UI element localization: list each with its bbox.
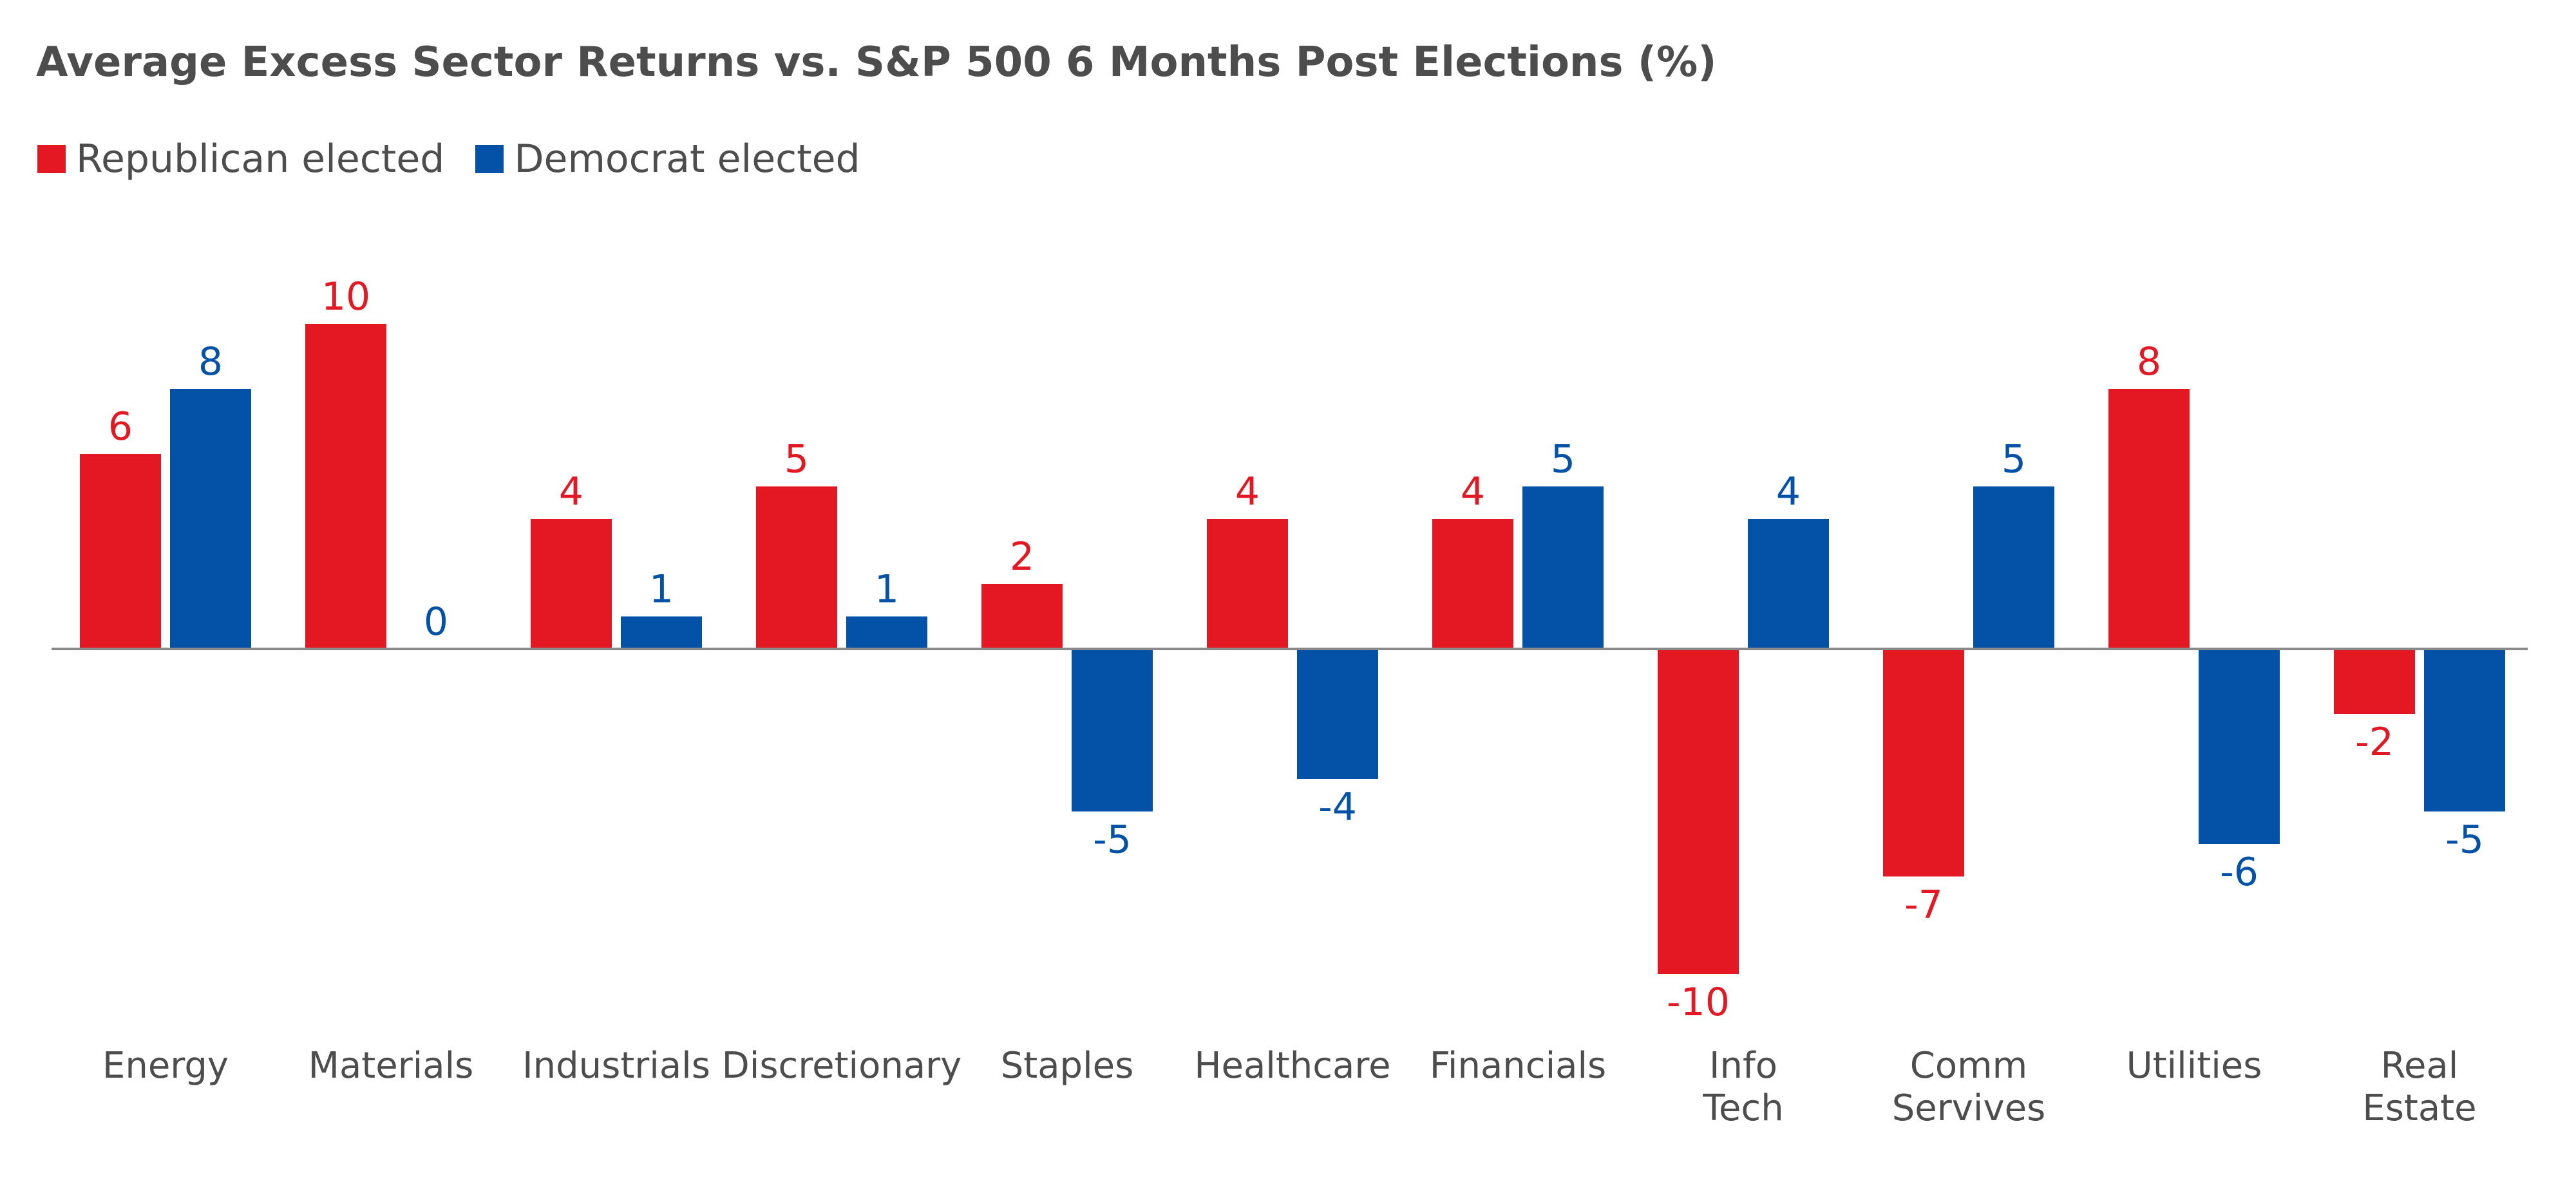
bar-republican	[1658, 649, 1739, 974]
data-label-republican: 4	[559, 469, 583, 514]
data-label-democrat: 0	[424, 599, 448, 644]
bar-republican	[2108, 389, 2190, 649]
data-label-republican: 4	[1461, 469, 1485, 514]
legend-item-democrat: Democrat elected	[475, 136, 860, 182]
category-label: Utilities	[2126, 1045, 2262, 1087]
bar-democrat	[2424, 649, 2505, 812]
data-label-democrat: -4	[1318, 785, 1357, 830]
category-label: Materials	[308, 1045, 474, 1087]
bar-republican	[1207, 519, 1288, 649]
data-label-democrat: 5	[2002, 437, 2026, 482]
category-label: Financials	[1430, 1045, 1606, 1087]
bar-democrat	[1297, 649, 1378, 779]
data-label-democrat: 5	[1551, 437, 1575, 482]
bar-democrat	[1973, 486, 2054, 649]
category-label: Energy	[102, 1045, 229, 1087]
bar-republican	[981, 584, 1063, 649]
bar-democrat	[846, 616, 927, 649]
bar-democrat	[621, 616, 702, 649]
bar-republican	[1432, 519, 1513, 649]
bar-republican	[80, 454, 161, 649]
data-label-republican: -7	[1904, 883, 1943, 928]
category-label: Tech	[1702, 1087, 1783, 1129]
data-label-republican: 10	[321, 274, 370, 319]
chart-title: Average Excess Sector Returns vs. S&P 50…	[36, 39, 1717, 86]
data-label-democrat: 1	[649, 567, 674, 612]
category-label: Healthcare	[1194, 1045, 1390, 1087]
bar-democrat	[1072, 649, 1153, 812]
data-label-republican: -10	[1667, 980, 1730, 1025]
legend-label-democrat: Democrat elected	[514, 136, 860, 182]
bar-democrat	[1522, 486, 1604, 649]
category-label: Industrials	[522, 1045, 710, 1087]
legend-item-republican: Republican elected	[37, 136, 444, 182]
bar-democrat	[170, 389, 251, 649]
data-label-republican: 2	[1010, 534, 1034, 579]
bar-republican	[756, 486, 837, 649]
legend-swatch-republican	[37, 145, 66, 173]
bar-republican	[531, 519, 612, 649]
bar-republican	[305, 324, 386, 649]
data-label-republican: 6	[108, 404, 133, 449]
category-label: Comm	[1910, 1045, 2027, 1087]
data-label-democrat: -5	[2445, 818, 2484, 863]
category-label: Staples	[1001, 1045, 1134, 1087]
bar-republican	[2334, 649, 2415, 714]
bar-democrat	[2199, 649, 2280, 844]
category-label: Info	[1709, 1045, 1777, 1087]
data-label-republican: 4	[1235, 469, 1260, 514]
category-label: Real	[2381, 1045, 2459, 1087]
data-label-republican: 8	[2137, 339, 2161, 384]
legend-swatch-democrat	[475, 145, 504, 173]
data-label-republican: -2	[2355, 720, 2394, 765]
category-label: Discretionary	[722, 1045, 962, 1087]
data-label-democrat: -5	[1093, 818, 1132, 863]
bar-democrat	[1748, 519, 1829, 649]
legend-label-republican: Republican elected	[76, 136, 445, 182]
data-label-democrat: 4	[1776, 469, 1801, 514]
legend: Republican elected Democrat elected	[37, 136, 891, 182]
bar-republican	[1883, 649, 1964, 877]
category-label: Servives	[1892, 1087, 2046, 1129]
category-label: Estate	[2362, 1087, 2476, 1129]
data-label-democrat: 1	[875, 567, 899, 612]
data-label-republican: 5	[784, 437, 809, 482]
data-label-democrat: -6	[2220, 850, 2259, 895]
data-label-democrat: 8	[198, 339, 223, 384]
